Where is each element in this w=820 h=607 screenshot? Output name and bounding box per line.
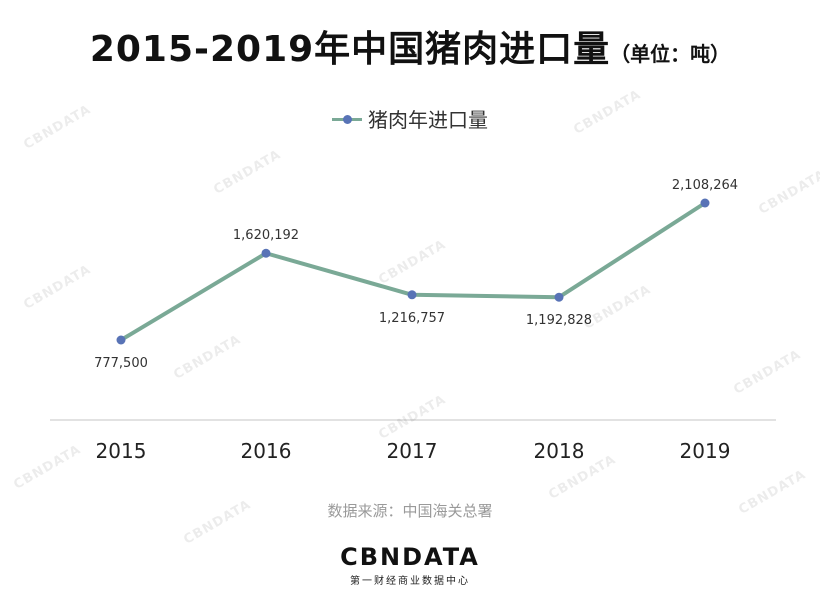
data-point <box>700 198 710 208</box>
cbndata-logo: CBNDATA 第一财经商业数据中心 <box>0 543 820 587</box>
chart-title-unit: （单位：吨） <box>610 42 731 66</box>
data-point <box>407 290 417 300</box>
logo-name: CBNDATA <box>340 543 480 571</box>
data-label: 1,216,757 <box>379 311 445 326</box>
x-tick-label: 2018 <box>534 439 585 463</box>
data-point <box>554 292 564 302</box>
legend-line-marker-icon <box>332 115 362 124</box>
chart-title-main: 2015-2019年中国猪肉进口量 <box>89 29 611 70</box>
x-tick-label: 2016 <box>241 439 292 463</box>
x-tick-label: 2019 <box>680 439 731 463</box>
legend-label: 猪肉年进口量 <box>368 108 488 132</box>
data-label: 2,108,264 <box>672 178 738 193</box>
chart-legend: 猪肉年进口量 <box>0 104 820 133</box>
data-label: 1,192,828 <box>526 313 592 328</box>
data-point <box>261 248 271 258</box>
x-tick-label: 2017 <box>387 439 438 463</box>
x-tick-label: 2015 <box>96 439 147 463</box>
logo-tagline: 第一财经商业数据中心 <box>350 576 470 587</box>
chart-title: 2015-2019年中国猪肉进口量（单位：吨） <box>0 20 820 72</box>
data-label: 777,500 <box>94 356 148 371</box>
data-source: 数据来源：中国海关总署 <box>327 502 493 520</box>
data-point <box>116 335 126 345</box>
data-label: 1,620,192 <box>233 228 299 243</box>
